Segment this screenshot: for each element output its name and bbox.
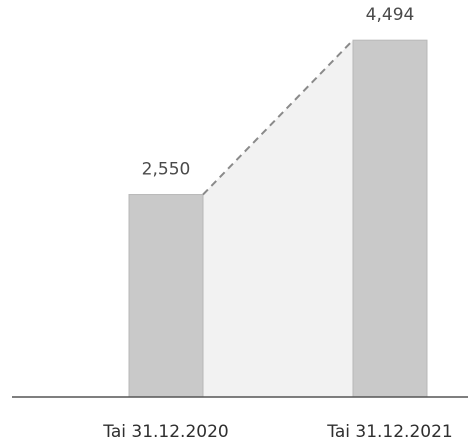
bar-1 [128,194,204,398]
x-tick-label-2: Tai 31.12.2021 [326,422,452,442]
value-labels: 2,550 4,494 [142,5,415,179]
growth-shade-area [203,40,353,398]
x-tick-label-1: Tai 31.12.2020 [102,422,228,442]
bar-2 [352,39,428,398]
growth-shade [203,40,353,398]
value-label-1: 2,550 [142,160,191,180]
bars [128,39,428,398]
x-tick-labels: Tai 31.12.2020 Tai 31.12.2021 [102,422,452,442]
value-label-2: 4,494 [366,5,415,25]
